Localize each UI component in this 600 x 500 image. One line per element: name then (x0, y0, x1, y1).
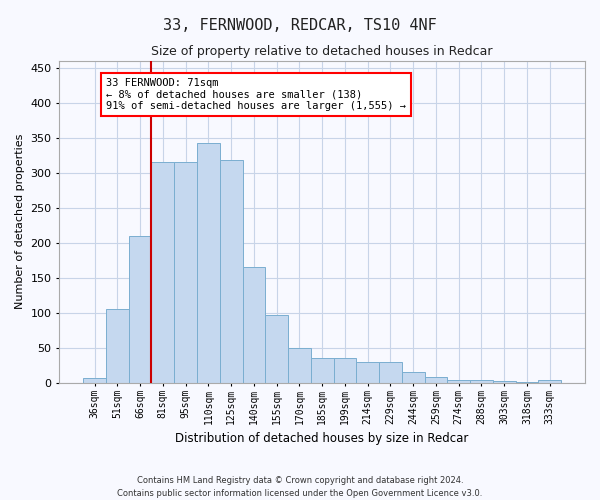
Bar (448, 380, 470, 383)
Bar (311, 358, 334, 383)
Text: 33, FERNWOOD, REDCAR, TS10 4NF: 33, FERNWOOD, REDCAR, TS10 4NF (163, 18, 437, 32)
Bar (538, 380, 561, 383)
Bar (356, 362, 379, 383)
Bar (334, 358, 356, 383)
Text: Contains HM Land Registry data © Crown copyright and database right 2024.
Contai: Contains HM Land Registry data © Crown c… (118, 476, 482, 498)
Bar (402, 372, 425, 383)
Bar (83, 378, 106, 383)
Bar (129, 236, 151, 383)
Bar (493, 382, 515, 383)
Bar (265, 315, 288, 383)
Bar (379, 362, 402, 383)
Text: 33 FERNWOOD: 71sqm
← 8% of detached houses are smaller (138)
91% of semi-detache: 33 FERNWOOD: 71sqm ← 8% of detached hous… (106, 78, 406, 112)
X-axis label: Distribution of detached houses by size in Redcar: Distribution of detached houses by size … (175, 432, 469, 445)
Bar (288, 348, 311, 383)
Bar (106, 310, 129, 383)
Bar (515, 382, 538, 383)
Bar (470, 380, 493, 383)
Bar (197, 143, 220, 383)
Bar (174, 162, 197, 383)
Bar (220, 160, 242, 383)
Bar (151, 162, 174, 383)
Bar (242, 268, 265, 383)
Bar (425, 378, 448, 383)
Y-axis label: Number of detached properties: Number of detached properties (15, 134, 25, 310)
Title: Size of property relative to detached houses in Redcar: Size of property relative to detached ho… (151, 45, 493, 58)
